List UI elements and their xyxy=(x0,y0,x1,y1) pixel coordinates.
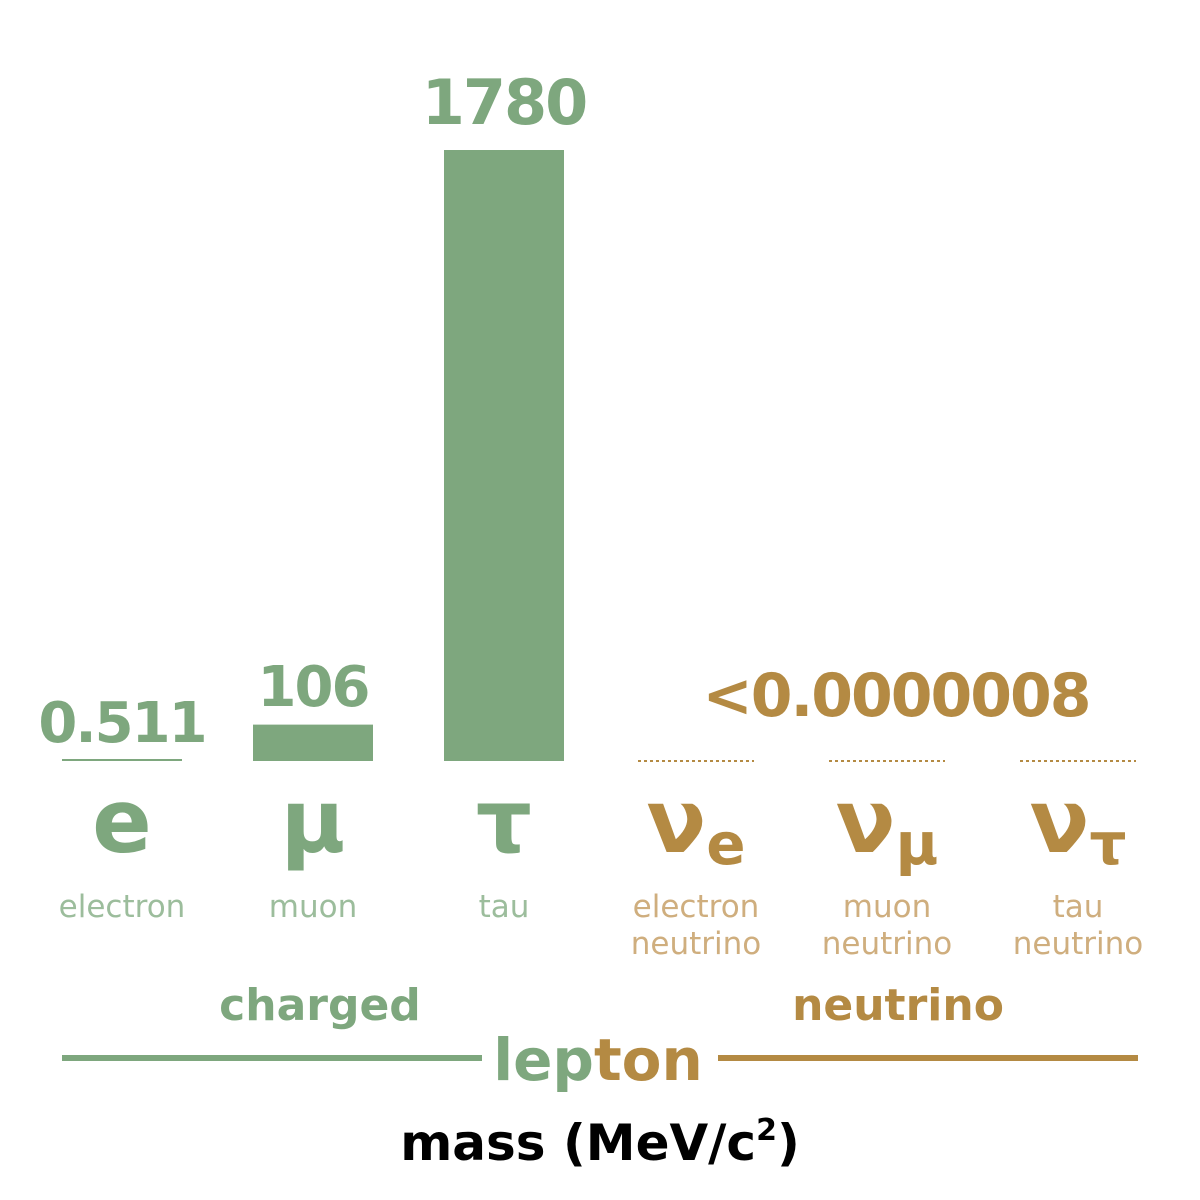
bar-0 xyxy=(62,759,182,761)
tick-symbol-5: ν xyxy=(1030,770,1090,873)
particle-name-3-0: electron xyxy=(633,889,760,925)
value-label-0: 0.511 xyxy=(38,691,205,756)
particle-name-4-0: muon xyxy=(843,889,931,925)
axis-label-end: ) xyxy=(777,1114,800,1172)
tick-subscript-5: τ xyxy=(1089,810,1126,878)
particle-name-2-0: tau xyxy=(479,889,530,925)
particle-name-5-1: neutrino xyxy=(1013,926,1144,962)
particle-name-5-0: tau xyxy=(1053,889,1104,925)
bar-2 xyxy=(444,150,564,761)
group-label-neutrino: neutrino xyxy=(792,980,1004,1031)
particle-name-3-1: neutrino xyxy=(631,926,762,962)
particle-name-0-0: electron xyxy=(59,889,186,925)
tick-label-5: ντ xyxy=(1030,770,1127,878)
tick-label-0: e xyxy=(92,770,152,873)
tick-label-1: μ xyxy=(281,770,346,873)
value-label-1: 106 xyxy=(258,655,369,720)
value-label-neutrino: <0.0000008 xyxy=(702,661,1089,731)
tick-label-4: νμ xyxy=(836,770,939,878)
axis-label-main: mass (MeV/c xyxy=(400,1114,756,1172)
tick-subscript-4: μ xyxy=(896,810,939,878)
axis-label-superscript: 2 xyxy=(756,1113,777,1148)
tick-symbol-4: ν xyxy=(836,770,896,873)
lepton-title-left: lep xyxy=(493,1026,594,1094)
tick-label-3: νe xyxy=(646,770,745,878)
tick-subscript-3: e xyxy=(706,810,745,878)
tick-symbol-3: ν xyxy=(646,770,706,873)
particle-name-1-0: muon xyxy=(269,889,357,925)
particle-name-4-1: neutrino xyxy=(822,926,953,962)
lepton-title: lepton xyxy=(493,1026,703,1094)
tick-label-2: τ xyxy=(476,770,532,873)
value-label-2: 1780 xyxy=(422,66,587,139)
bar-1 xyxy=(253,724,373,761)
axis-label: mass (MeV/c2) xyxy=(400,1113,800,1172)
lepton-title-right: ton xyxy=(594,1026,703,1094)
group-label-charged: charged xyxy=(219,980,421,1031)
